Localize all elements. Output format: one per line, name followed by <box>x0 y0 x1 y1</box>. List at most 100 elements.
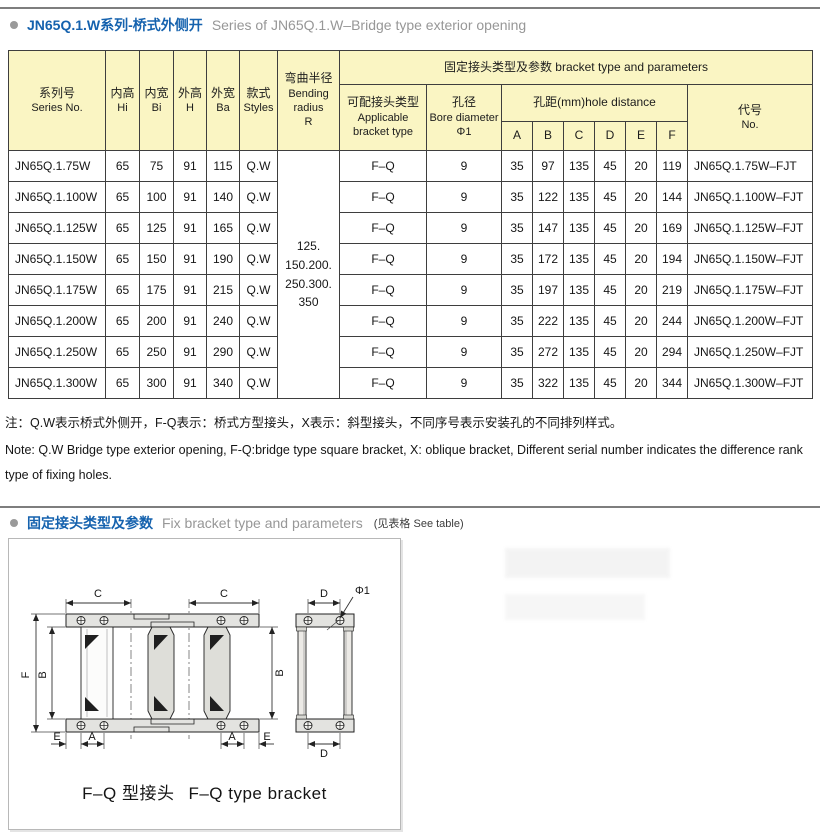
cell-series-no: JN65Q.1.150W <box>8 243 106 275</box>
cell-dist-e: 20 <box>625 181 657 213</box>
cell-outer-width: 215 <box>206 274 240 306</box>
section1-title: JN65Q.1.W系列-桥式外侧开 Series of JN65Q.1.W–Br… <box>10 15 526 35</box>
col-header-dist-c: C <box>563 121 595 151</box>
col-header-applicable-bracket: 可配接头类型 Applicable bracket type <box>339 84 427 151</box>
cell-bore-diameter: 9 <box>426 305 502 337</box>
cell-inner-width: 175 <box>139 274 174 306</box>
col-header-outer-width: 外宽 Ba <box>206 50 240 151</box>
dim-label-c1: C <box>94 588 102 600</box>
cell-styles: Q.W <box>239 181 278 213</box>
cell-dist-a: 35 <box>501 181 533 213</box>
dim-label-d-bottom: D <box>320 748 328 760</box>
col-header-series-zh: 系列号 <box>38 85 75 100</box>
cell-dist-a: 35 <box>501 243 533 275</box>
col-header-dist-d: D <box>594 121 626 151</box>
cell-dist-c: 135 <box>563 150 595 182</box>
cell-bore-diameter: 9 <box>426 212 502 244</box>
cell-dist-b: 197 <box>532 274 564 306</box>
cell-outer-height: 91 <box>173 181 207 213</box>
table-row: JN65Q.1.125W 65 125 91 165 Q.W F–Q 9 35 147 135 45 2… <box>8 212 814 244</box>
cell-dist-f: 144 <box>656 181 688 213</box>
cell-dist-b: 222 <box>532 305 564 337</box>
cell-dist-f: 169 <box>656 212 688 244</box>
cell-styles: Q.W <box>239 367 278 399</box>
cell-dist-e: 20 <box>625 243 657 275</box>
table-row: JN65Q.1.150W 65 150 91 190 Q.W F–Q 9 35 172 135 45 2… <box>8 243 814 275</box>
cell-bore-diameter: 9 <box>426 367 502 399</box>
col-header-dist-a: A <box>501 121 533 151</box>
cell-inner-width: 300 <box>139 367 174 399</box>
note-en: Note: Q.W Bridge type exterior opening, … <box>5 443 803 482</box>
cell-dist-f: 119 <box>656 150 688 182</box>
cell-dist-d: 45 <box>594 212 626 244</box>
cell-dist-b: 272 <box>532 336 564 368</box>
cell-outer-height: 91 <box>173 367 207 399</box>
section2-title-en: Fix bracket type and parameters <box>162 515 363 531</box>
cell-bore-diameter: 9 <box>426 181 502 213</box>
cell-styles: Q.W <box>239 212 278 244</box>
col-header-bracket-group: 固定接头类型及参数 bracket type and parameters <box>338 50 814 85</box>
cell-dist-a: 35 <box>501 274 533 306</box>
cell-dist-c: 135 <box>563 212 595 244</box>
see-table-note: (见表格 See table) <box>373 518 464 530</box>
cell-dist-f: 344 <box>656 367 688 399</box>
cell-bracket-type: F–Q <box>339 243 427 275</box>
table-row: JN65Q.1.300W 65 300 91 340 Q.W F–Q 9 35 322 135 45 2… <box>8 367 814 399</box>
col-header-dist-b: B <box>532 121 564 151</box>
cell-code: JN65Q.1.75W–FJT <box>686 150 814 182</box>
cell-outer-height: 91 <box>173 305 207 337</box>
table-row: JN65Q.1.100W 65 100 91 140 Q.W F–Q 9 35 122 135 45 2… <box>8 181 814 213</box>
cell-series-no: JN65Q.1.300W <box>8 367 106 399</box>
cell-outer-height: 91 <box>173 336 207 368</box>
top-divider <box>0 7 820 9</box>
cell-dist-b: 172 <box>532 243 564 275</box>
cell-dist-e: 20 <box>625 274 657 306</box>
cell-series-no: JN65Q.1.100W <box>8 181 106 213</box>
table-notes: 注：Q.W表示桥式外侧开，F-Q表示：桥式方型接头，X表示：斜型接头，不同序号表… <box>5 408 817 488</box>
cell-dist-d: 45 <box>594 336 626 368</box>
cell-bracket-type: F–Q <box>339 150 427 182</box>
cell-outer-height: 91 <box>173 212 207 244</box>
cell-outer-width: 290 <box>206 336 240 368</box>
cell-code: JN65Q.1.250W–FJT <box>686 336 814 368</box>
dim-label-b-left: B <box>37 671 49 678</box>
col-header-bore-diameter: 孔径 Bore diameter Φ1 <box>426 84 502 151</box>
cell-inner-height: 65 <box>105 305 140 337</box>
cell-bracket-type: F–Q <box>339 336 427 368</box>
cell-inner-width: 150 <box>139 243 174 275</box>
table-row: JN65Q.1.200W 65 200 91 240 Q.W F–Q 9 35 222 135 45 2… <box>8 305 814 337</box>
section2-title-zh: 固定接头类型及参数 <box>27 515 153 531</box>
cell-series-no: JN65Q.1.175W <box>8 274 106 306</box>
col-header-dist-f: F <box>656 121 688 151</box>
cell-dist-f: 194 <box>656 243 688 275</box>
cell-inner-height: 65 <box>105 150 140 182</box>
cell-inner-width: 125 <box>139 212 174 244</box>
cell-outer-height: 91 <box>173 243 207 275</box>
cell-bending-radius: 125. 150.200. 250.300. 350 <box>277 150 340 399</box>
cell-dist-b: 122 <box>532 181 564 213</box>
cell-dist-c: 135 <box>563 367 595 399</box>
dim-label-e-left: E <box>53 731 60 743</box>
cell-dist-d: 45 <box>594 150 626 182</box>
note-zh: 注：Q.W表示桥式外侧开，F-Q表示：桥式方型接头，X表示：斜型接头，不同序号表… <box>5 416 623 430</box>
section2-title: 固定接头类型及参数 Fix bracket type and parameter… <box>10 513 464 533</box>
cell-dist-e: 20 <box>625 212 657 244</box>
cell-bracket-type: F–Q <box>339 181 427 213</box>
cell-inner-width: 250 <box>139 336 174 368</box>
cell-styles: Q.W <box>239 336 278 368</box>
cell-dist-a: 35 <box>501 150 533 182</box>
cell-dist-a: 35 <box>501 305 533 337</box>
section1-title-zh: JN65Q.1.W系列-桥式外侧开 <box>27 17 203 33</box>
table-row: JN65Q.1.75W 65 75 91 115 Q.W 125. 150.200. 250.3… <box>8 150 814 399</box>
technical-drawing: C C D Φ1 F B B <box>20 585 370 760</box>
col-header-code: 代号 No. <box>686 84 814 151</box>
cell-dist-e: 20 <box>625 150 657 182</box>
cell-dist-a: 35 <box>501 212 533 244</box>
cell-dist-d: 45 <box>594 274 626 306</box>
dim-label-f: F <box>20 671 32 678</box>
cell-dist-a: 35 <box>501 336 533 368</box>
cell-series-no: JN65Q.1.125W <box>8 212 106 244</box>
col-header-outer-height: 外高 H <box>173 50 207 151</box>
cell-dist-f: 219 <box>656 274 688 306</box>
